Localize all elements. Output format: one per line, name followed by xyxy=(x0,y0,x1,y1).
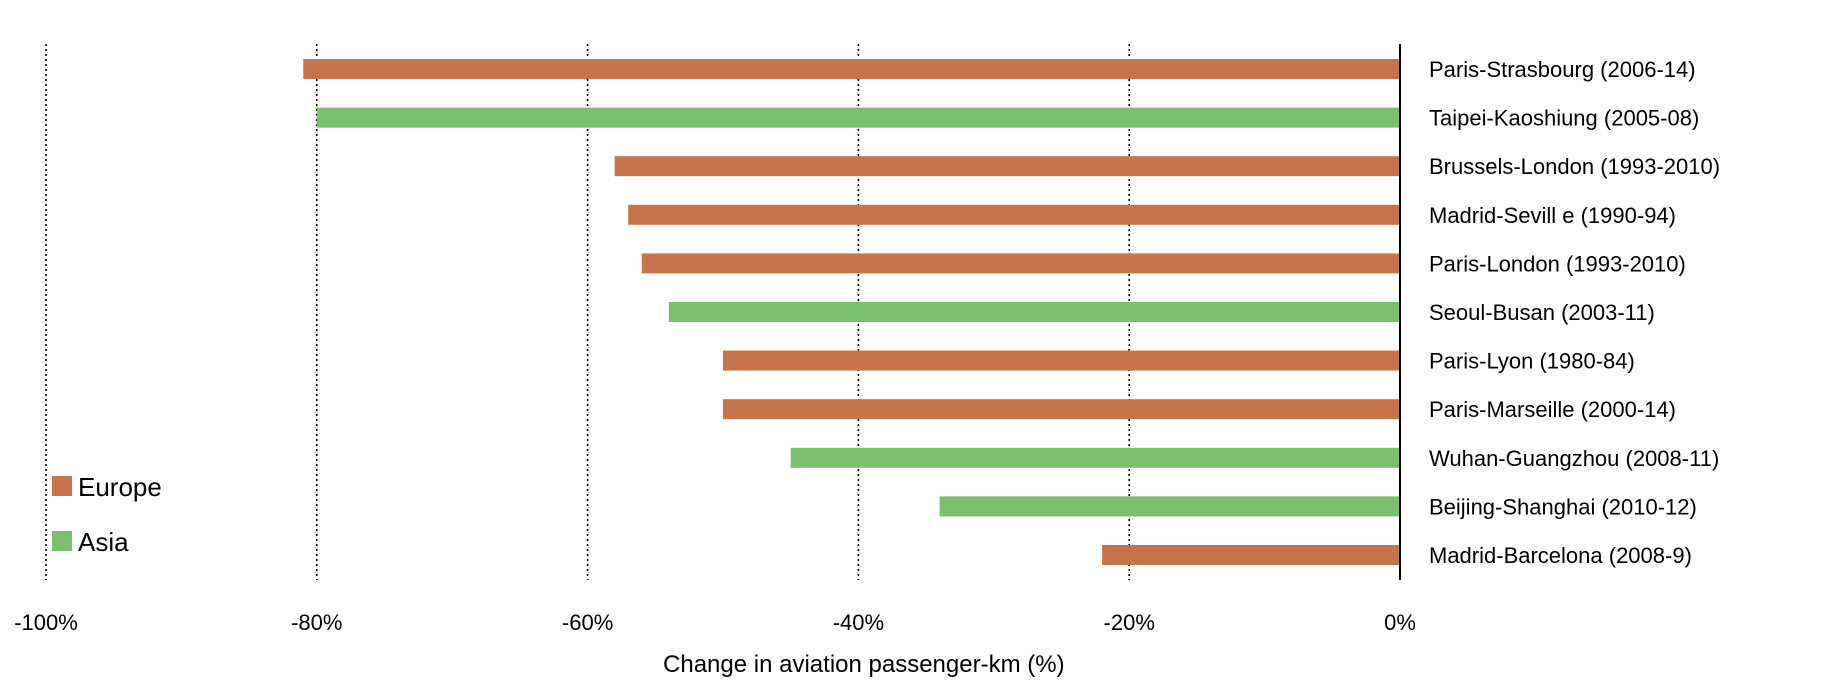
category-label: Madrid-Sevill e (1990-94) xyxy=(1429,203,1676,228)
category-label: Taipei-Kaoshiung (2005-08) xyxy=(1429,106,1699,131)
bar xyxy=(316,107,1400,128)
x-tick-label: -100% xyxy=(14,610,78,635)
bar xyxy=(641,253,1400,274)
legend: Europe Asia xyxy=(52,472,162,557)
category-label: Beijing-Shanghai (2010-12) xyxy=(1429,494,1697,519)
bars xyxy=(303,59,1400,565)
gridlines xyxy=(45,44,1130,580)
bar xyxy=(723,350,1400,371)
category-label: Wuhan-Guangzhou (2008-11) xyxy=(1429,446,1719,471)
x-tick-label: -40% xyxy=(833,610,884,635)
category-label: Brussels-London (1993-2010) xyxy=(1429,154,1720,179)
category-label: Paris-Lyon (1980-84) xyxy=(1429,349,1635,374)
x-tick-labels: -100% -80% -60% -40% -20% 0% xyxy=(14,610,1416,635)
category-label: Paris-Marseille (2000-14) xyxy=(1429,397,1676,422)
bar xyxy=(668,302,1400,322)
legend-swatch xyxy=(52,476,72,496)
x-axis-title: Change in aviation passenger-km (%) xyxy=(663,651,1065,678)
bar xyxy=(303,59,1400,79)
category-label: Paris-Strasbourg (2006-14) xyxy=(1429,57,1696,82)
bar xyxy=(723,399,1400,420)
x-tick-label: -20% xyxy=(1104,610,1155,635)
bar xyxy=(614,156,1400,177)
category-labels: Paris-Strasbourg (2006-14) Taipei-Kaoshiu… xyxy=(1429,57,1720,568)
bar xyxy=(1102,545,1400,565)
legend-swatch xyxy=(52,531,72,551)
x-tick-label: -60% xyxy=(562,610,613,635)
category-label: Seoul-Busan (2003-11) xyxy=(1429,300,1655,325)
bar xyxy=(939,496,1400,517)
bar xyxy=(628,204,1400,225)
x-tick-label: 0% xyxy=(1384,610,1416,635)
legend-label: Europe xyxy=(78,472,162,502)
legend-label: Asia xyxy=(78,527,129,557)
bar xyxy=(790,447,1400,468)
category-label: Paris-London (1993-2010) xyxy=(1429,251,1686,276)
category-label: Madrid-Barcelona (2008-9) xyxy=(1429,543,1692,568)
x-tick-label: -80% xyxy=(291,610,342,635)
